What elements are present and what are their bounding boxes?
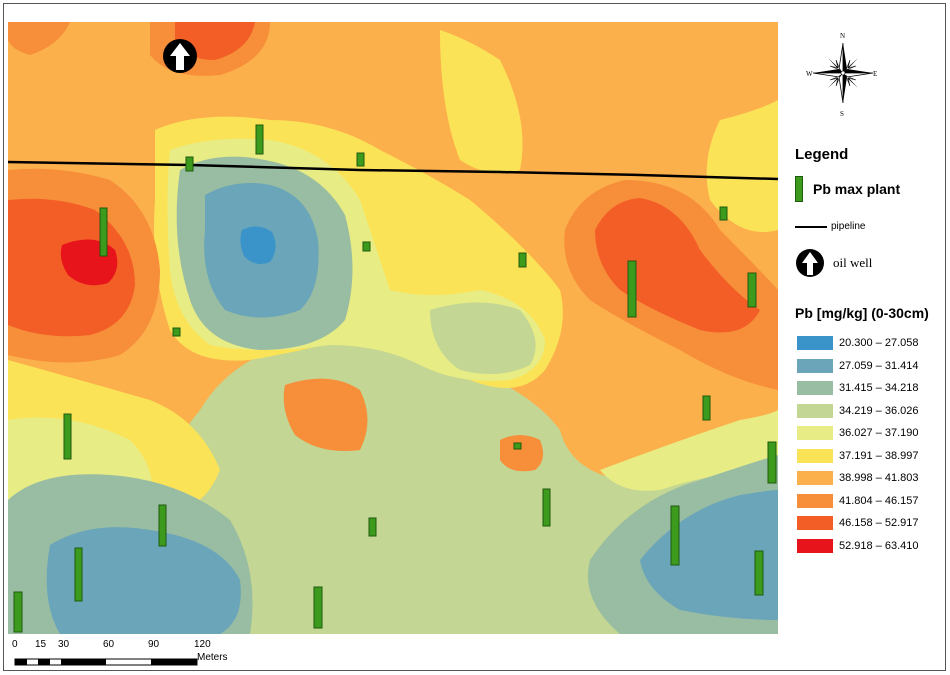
pb-class-swatch <box>797 516 833 530</box>
plant-marker <box>702 395 711 421</box>
pb-class-label: 46.158 – 52.917 <box>839 517 919 529</box>
pb-class-label: 27.059 – 31.414 <box>839 359 919 372</box>
plant-marker <box>63 413 72 460</box>
plant-marker <box>513 442 522 450</box>
legend-title: Legend <box>795 146 849 163</box>
plant-marker <box>767 441 777 484</box>
plant-marker <box>754 550 764 596</box>
legend-item-well: oil well <box>795 248 872 278</box>
class-band-20-27 <box>240 226 276 264</box>
pipeline-line <box>7 160 779 181</box>
plant-markers <box>13 124 777 633</box>
plant-marker <box>99 207 108 257</box>
pb-class-row: 37.191 – 38.997 <box>797 448 919 463</box>
plant-marker <box>518 252 527 268</box>
compass-east-label: E <box>873 70 877 78</box>
pb-class-row: 52.918 – 63.410 <box>797 538 919 553</box>
legend-well-label: oil well <box>833 255 873 270</box>
pb-class-row: 34.219 – 36.026 <box>797 403 919 418</box>
pb-class-swatch <box>797 358 833 373</box>
plant-marker <box>255 124 264 155</box>
north-arrow-icon <box>812 42 874 104</box>
oil-well-legend-icon <box>796 249 824 277</box>
plant-marker <box>158 504 167 547</box>
plant-marker <box>747 272 757 308</box>
plant-marker <box>670 505 680 566</box>
scale-tick-label: 60 <box>103 639 115 650</box>
interpolated-surface <box>8 22 778 634</box>
oil-well-icon <box>163 39 197 73</box>
pb-class-swatch <box>797 538 833 553</box>
scale-tick-label: 30 <box>58 639 70 650</box>
pb-class-row: 41.804 – 46.157 <box>797 493 919 508</box>
compass-north-label: N <box>840 32 845 40</box>
pb-class-label: 37.191 – 38.997 <box>839 449 919 462</box>
pb-class-swatch <box>797 448 833 463</box>
scale-tick-label: 90 <box>148 639 160 650</box>
pb-class-row: 36.027 – 37.190 <box>797 426 919 440</box>
plant-marker <box>356 152 365 167</box>
plant-marker-swatch <box>795 176 803 202</box>
pb-class-swatch <box>797 426 833 440</box>
pb-class-label: 20.300 – 27.058 <box>839 337 919 349</box>
plant-marker <box>13 591 23 633</box>
pb-class-row: 27.059 – 31.414 <box>797 358 919 373</box>
plant-marker <box>368 517 377 537</box>
pb-class-label: 31.415 – 34.218 <box>839 382 919 394</box>
plant-marker <box>313 586 323 629</box>
pb-class-label: 52.918 – 63.410 <box>839 539 919 552</box>
plant-marker <box>185 156 194 172</box>
scale-tick-label: 0 <box>12 639 18 650</box>
pb-class-title: Pb [mg/kg] (0-30cm) <box>795 305 929 321</box>
scale-bar <box>14 658 198 666</box>
pb-class-swatch <box>797 471 833 485</box>
pb-class-label: 34.219 – 36.026 <box>839 404 919 417</box>
legend-item-pipeline: pipeline <box>795 221 865 232</box>
plant-marker <box>719 206 728 221</box>
plant-marker <box>542 488 551 527</box>
plant-marker <box>74 547 83 602</box>
pb-class-row: 46.158 – 52.917 <box>797 516 919 530</box>
compass-south-label: S <box>840 110 844 118</box>
pb-class-label: 41.804 – 46.157 <box>839 494 919 507</box>
pb-class-label: 38.998 – 41.803 <box>839 472 919 484</box>
scale-tick-label: 15 <box>35 639 47 650</box>
pb-class-row: 20.300 – 27.058 <box>797 336 919 350</box>
pb-class-row: 31.415 – 34.218 <box>797 381 919 395</box>
map-frame <box>3 3 946 671</box>
pb-class-swatch <box>797 336 833 350</box>
pb-class-label: 36.027 – 37.190 <box>839 427 919 439</box>
compass-west-label: W <box>806 70 813 78</box>
plant-marker <box>362 241 371 252</box>
plant-marker <box>627 260 637 318</box>
scale-unit-label: Meters <box>197 652 228 663</box>
scale-tick-label: 120 <box>194 639 211 650</box>
legend-pipeline-label: pipeline <box>831 221 866 232</box>
pb-class-row: 38.998 – 41.803 <box>797 471 919 485</box>
pb-class-swatch <box>797 381 833 395</box>
pb-class-swatch <box>797 493 833 508</box>
legend-item-plant: Pb max plant <box>795 176 900 202</box>
legend-plant-label: Pb max plant <box>813 181 901 197</box>
pipeline-swatch <box>795 225 827 228</box>
pb-class-swatch <box>797 403 833 418</box>
plant-marker <box>172 327 181 337</box>
